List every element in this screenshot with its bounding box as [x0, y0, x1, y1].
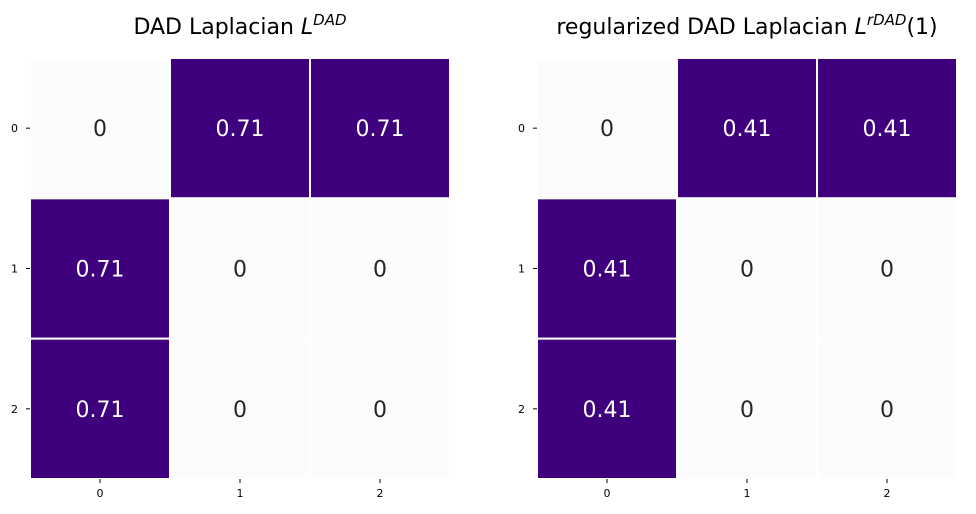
cell-value-label: 0 — [600, 117, 614, 142]
cell-value-label: 0 — [233, 258, 247, 283]
x-tick-label: 2 — [884, 487, 891, 500]
chart-title: regularized DAD Laplacian LrDAD(1) — [556, 11, 937, 40]
heatmap-cell — [816, 57, 958, 200]
heatmap-cell — [29, 197, 171, 340]
x-tick-label: 2 — [377, 487, 384, 500]
y-tick-label: 1 — [11, 263, 18, 276]
cell-value-label: 0.71 — [356, 117, 405, 142]
heatmap-cell — [676, 197, 818, 340]
cell-value-label: 0.41 — [723, 117, 772, 142]
heatmap-cell — [536, 57, 678, 200]
chart-title-superscript: rDAD — [867, 11, 907, 29]
heatmap-panel-0: DAD Laplacian LDAD 0 0.71 0.71 0.71 0 0 0.71 0 0 0… — [11, 11, 451, 500]
y-tick-label: 2 — [518, 403, 525, 416]
cell-value-label: 0.41 — [863, 117, 912, 142]
heatmap-cell — [309, 197, 451, 340]
cell-value-label: 0 — [373, 258, 387, 283]
heatmap-cell — [309, 57, 451, 200]
heatmap-cell — [29, 57, 171, 200]
heatmap-cell — [816, 337, 958, 480]
chart-title-text: regularized DAD Laplacian — [556, 15, 854, 40]
cell-value-label: 0.71 — [216, 117, 265, 142]
heatmap-cell — [676, 337, 818, 480]
x-tick-label: 0 — [97, 487, 104, 500]
heatmap-cell — [169, 57, 311, 200]
chart-title-symbol: L — [301, 15, 313, 40]
heatmap-cell — [676, 57, 818, 200]
y-tick-label: 1 — [518, 263, 525, 276]
y-tick-label: 0 — [11, 122, 18, 135]
cell-value-label: 0 — [740, 398, 754, 423]
chart-title-symbol: L — [855, 15, 867, 40]
cell-value-label: 0.41 — [583, 398, 632, 423]
cell-value-label: 0 — [880, 258, 894, 283]
heatmap-cell — [816, 197, 958, 340]
heatmap-cell — [536, 197, 678, 340]
heatmap-panel-1: regularized DAD Laplacian LrDAD(1) 0 0.41 0… — [518, 11, 958, 500]
cell-value-label: 0 — [233, 398, 247, 423]
chart-title-text: DAD Laplacian — [133, 15, 300, 40]
x-tick-label: 1 — [744, 487, 751, 500]
heatmap-cell — [169, 337, 311, 480]
cell-value-label: 0.41 — [583, 258, 632, 283]
cell-value-label: 0.71 — [76, 398, 125, 423]
cell-value-label: 0 — [93, 117, 107, 142]
chart-title-superscript: DAD — [313, 11, 346, 29]
cell-value-label: 0.71 — [76, 258, 125, 283]
x-tick-label: 1 — [237, 487, 244, 500]
chart-title-suffix: (1) — [906, 15, 937, 40]
chart-title: DAD Laplacian LDAD — [133, 11, 346, 40]
cell-value-label: 0 — [880, 398, 894, 423]
y-tick-label: 0 — [518, 122, 525, 135]
x-tick-label: 0 — [604, 487, 611, 500]
y-tick-label: 2 — [11, 403, 18, 416]
cell-value-label: 0 — [373, 398, 387, 423]
cell-value-label: 0 — [740, 258, 754, 283]
